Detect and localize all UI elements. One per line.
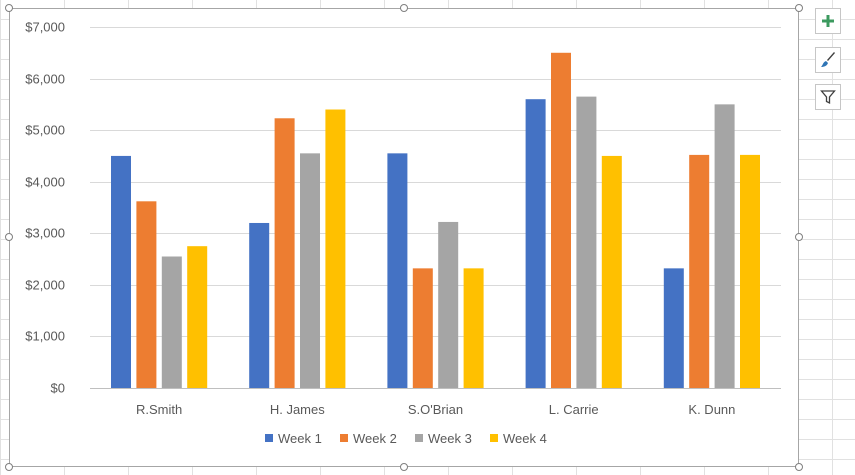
x-tick-label: H. James bbox=[270, 402, 325, 417]
resize-handle-middle-left[interactable] bbox=[5, 233, 13, 241]
resize-handle-bottom-right[interactable] bbox=[795, 463, 803, 471]
bar-week-3-4[interactable] bbox=[714, 104, 735, 388]
y-tick-label: $3,000 bbox=[25, 226, 65, 241]
x-tick-label: K. Dunn bbox=[688, 402, 735, 417]
y-tick-label: $4,000 bbox=[25, 175, 65, 190]
legend-swatch bbox=[490, 434, 498, 442]
chart-area[interactable]: $0 $1,000 $2,000 $3,000 $4,000 $5,000 $6,000 $7… bbox=[9, 8, 799, 467]
bar-week-2-2[interactable] bbox=[412, 268, 433, 388]
bar-week-4-1[interactable] bbox=[325, 109, 346, 388]
legend-swatch bbox=[265, 434, 273, 442]
y-tick-label: $0 bbox=[51, 381, 65, 396]
legend-label: Week 2 bbox=[353, 431, 397, 446]
resize-handle-top-left[interactable] bbox=[5, 4, 13, 12]
x-tick-label: L. Carrie bbox=[549, 402, 599, 417]
x-tick-label: R.Smith bbox=[136, 402, 182, 417]
bar-week-3-3[interactable] bbox=[576, 96, 597, 388]
legend-swatch bbox=[340, 434, 348, 442]
chart-filters-button[interactable] bbox=[815, 84, 841, 110]
resize-handle-top-middle[interactable] bbox=[400, 4, 408, 12]
resize-handle-bottom-left[interactable] bbox=[5, 463, 13, 471]
bar-week-1-4[interactable] bbox=[663, 268, 684, 388]
y-tick-label: $2,000 bbox=[25, 278, 65, 293]
bar-week-4-3[interactable] bbox=[601, 155, 622, 388]
bar-week-4-0[interactable] bbox=[187, 246, 208, 388]
y-tick-label: $1,000 bbox=[25, 329, 65, 344]
bar-week-3-2[interactable] bbox=[438, 221, 459, 388]
resize-handle-bottom-middle[interactable] bbox=[400, 463, 408, 471]
bar-week-2-3[interactable] bbox=[551, 52, 571, 389]
legend-label: Week 4 bbox=[503, 431, 547, 446]
bar-week-3-1[interactable] bbox=[300, 153, 320, 388]
legend-label: Week 1 bbox=[278, 431, 322, 446]
bar-week-2-0[interactable] bbox=[136, 201, 157, 388]
bar-week-4-4[interactable] bbox=[740, 154, 760, 388]
legend-swatch bbox=[415, 434, 423, 442]
paintbrush-icon bbox=[821, 52, 835, 67]
bar-week-1-3[interactable] bbox=[525, 99, 546, 388]
y-tick-label: $5,000 bbox=[25, 123, 65, 138]
resize-handle-top-right[interactable] bbox=[795, 4, 803, 12]
chart-elements-button[interactable] bbox=[815, 8, 841, 34]
bar-week-1-2[interactable] bbox=[387, 153, 408, 388]
bar-week-1-1[interactable] bbox=[249, 222, 270, 388]
plus-icon bbox=[822, 15, 834, 27]
funnel-icon bbox=[820, 90, 836, 105]
resize-handle-middle-right[interactable] bbox=[795, 233, 803, 241]
bar-week-1-0[interactable] bbox=[111, 155, 131, 388]
legend-label: Week 3 bbox=[428, 431, 472, 446]
bar-week-4-2[interactable] bbox=[463, 268, 484, 388]
chart-plot: $0 $1,000 $2,000 $3,000 $4,000 $5,000 $6,000 $7… bbox=[25, 20, 781, 446]
chart-styles-button[interactable] bbox=[815, 47, 841, 73]
y-tick-label: $6,000 bbox=[25, 72, 65, 87]
bar-week-3-0[interactable] bbox=[161, 256, 182, 388]
bar-week-2-1[interactable] bbox=[274, 118, 295, 388]
y-tick-label: $7,000 bbox=[25, 20, 65, 35]
bar-week-2-4[interactable] bbox=[689, 154, 710, 388]
x-tick-label: S.O'Brian bbox=[408, 402, 463, 417]
